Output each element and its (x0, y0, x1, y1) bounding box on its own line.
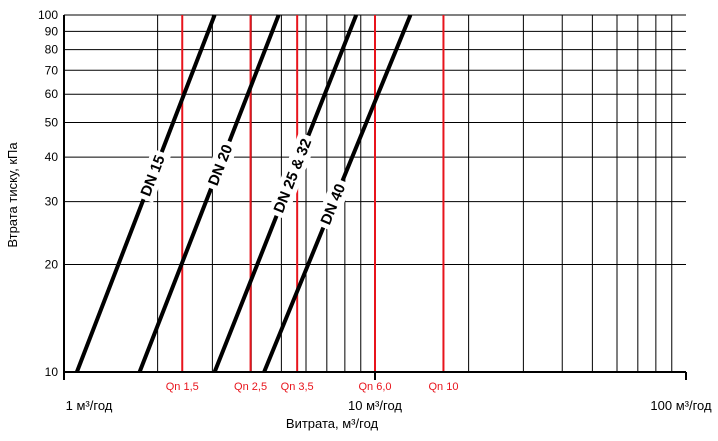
y-tick-label: 90 (45, 24, 59, 38)
y-tick-label: 100 (38, 8, 58, 22)
reference-line-label: Qn 2,5 (234, 381, 267, 393)
series-label-group: DN 25 & 32 (267, 131, 318, 220)
reference-lines (181, 15, 445, 372)
reference-line-label: Qn 10 (428, 381, 458, 393)
series-label-background (314, 177, 352, 232)
y-tick-label: 10 (45, 365, 59, 379)
y-tick-label: 50 (45, 115, 59, 129)
y-tick-label: 80 (45, 43, 59, 57)
reference-line-label: Qn 1,5 (166, 381, 199, 393)
x-tick-label: 10 м³/год (348, 398, 402, 413)
reference-line-label: Qn 3,5 (281, 381, 314, 393)
x-axis-title: Витрата, м³/год (286, 416, 379, 431)
y-tick-label: 20 (45, 258, 59, 272)
series-label-group: DN 40 (314, 177, 352, 232)
y-axis-title: Втрата тиску, кПа (5, 142, 20, 248)
series-line (137, 14, 281, 373)
x-tick-label: 100 м³/год (650, 398, 712, 413)
axes (63, 15, 687, 380)
y-tick-label: 30 (45, 195, 59, 209)
y-tick-label: 70 (45, 63, 59, 77)
series-label-background (267, 131, 318, 220)
series-label-background (134, 148, 172, 203)
series-label-background (201, 137, 239, 193)
y-tick-label: 40 (45, 150, 59, 164)
x-tick-label: 1 м³/год (66, 398, 113, 413)
series-label-group: DN 20 (201, 137, 239, 193)
tick-labels: 10 20 30 40 50 60 70 80 90 100 1 м³/год 10 м³/год 10… (38, 8, 712, 413)
y-tick-label: 60 (45, 87, 59, 101)
reference-line-label: Qn 6,0 (358, 381, 391, 393)
